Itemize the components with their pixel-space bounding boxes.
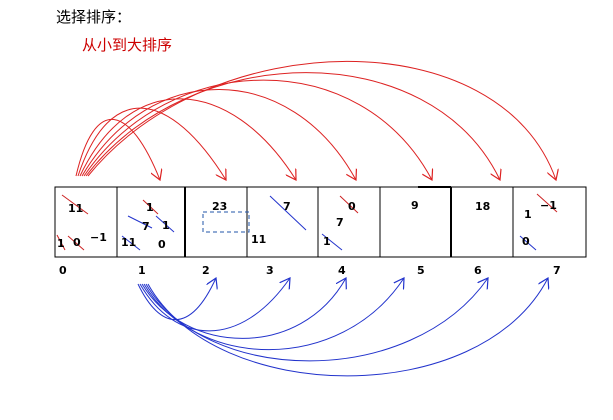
- cell-7-main: −1: [540, 199, 557, 212]
- blue-arrows: [137, 278, 548, 377]
- dashed-placeholder-box: [202, 211, 250, 233]
- index-5: 5: [417, 264, 425, 277]
- strike-marks: [56, 193, 558, 251]
- index-3: 3: [266, 264, 274, 277]
- red-arrow-to-4: [81, 89, 356, 180]
- red-arrow-to-6: [85, 72, 500, 180]
- cell-7-extra-2: 0: [522, 235, 530, 248]
- blue-arrow-to-6: [145, 278, 488, 362]
- cell-3-extra-1: 11: [251, 233, 266, 246]
- index-0: 0: [59, 264, 67, 277]
- cell-6-main: 18: [475, 200, 490, 213]
- cell-1-extra-4: 0: [158, 238, 166, 251]
- diagram-title: 选择排序：: [56, 8, 131, 26]
- cell-1-main: 1: [146, 201, 154, 214]
- blue-arrow-to-5: [143, 278, 404, 351]
- index-2: 2: [202, 264, 210, 277]
- strike-red-cell1-top: [142, 199, 159, 215]
- red-arrow-to-3: [79, 98, 296, 180]
- strike-blue-cell7-a: [519, 235, 537, 251]
- strike-red-cell0-top: [61, 194, 89, 215]
- red-arrow-to-7: [87, 60, 556, 180]
- array-outline: [54, 186, 587, 258]
- red-arrow-to-2: [77, 107, 226, 180]
- cell-4-main: 0: [348, 200, 356, 213]
- strike-blue-cell1-b: [155, 215, 175, 233]
- cell-1-extra-3: 11: [121, 236, 136, 249]
- cell-1-extra-2: 1: [162, 219, 170, 232]
- strike-blue-cell3-a: [269, 195, 307, 231]
- strike-red-cell0-b: [67, 235, 85, 251]
- cell-4-extra-2: 1: [323, 235, 331, 248]
- red-arrow-to-5: [83, 79, 432, 180]
- blue-arrow-to-3: [139, 278, 290, 332]
- cell-1-extra-1: 7: [142, 220, 150, 233]
- diagram-subtitle: 从小到大排序: [82, 36, 172, 54]
- blue-arrow-to-7: [147, 278, 548, 377]
- cell-0-extra-1: 1: [57, 237, 65, 250]
- strike-red-cell0-a: [56, 234, 66, 251]
- index-6: 6: [474, 264, 482, 277]
- cell-0-main: 11: [68, 202, 83, 215]
- index-4: 4: [338, 264, 346, 277]
- blue-arrow-to-4: [141, 278, 346, 339]
- cell-2-main: 23: [212, 200, 227, 213]
- strike-red-cell4-top: [339, 195, 359, 214]
- array-cells: [54, 186, 587, 258]
- cell-7-extra-1: 1: [524, 208, 532, 221]
- index-7: 7: [553, 264, 561, 277]
- index-1: 1: [138, 264, 146, 277]
- cell-0-extra-2: 0: [73, 236, 81, 249]
- cell-3-main: 7: [283, 200, 291, 213]
- red-arrow-to-1: [75, 118, 160, 180]
- cell-4-extra-1: 7: [336, 216, 344, 229]
- cell-5-main: 9: [411, 199, 419, 212]
- strike-blue-cell1-a: [127, 215, 153, 229]
- strike-blue-cell4-a: [321, 233, 343, 251]
- red-arrows: [75, 60, 556, 180]
- cell-values: 11 1 0 −1 1 7 1 11 0 23 7 11 0 7 1 9 18 …: [57, 199, 557, 251]
- cell-0-extra-3: −1: [90, 231, 107, 244]
- array-indices: 0 1 2 3 4 5 6 7: [59, 264, 561, 277]
- strike-blue-cell1-c: [121, 235, 141, 251]
- strike-red-cell7-top: [536, 193, 558, 213]
